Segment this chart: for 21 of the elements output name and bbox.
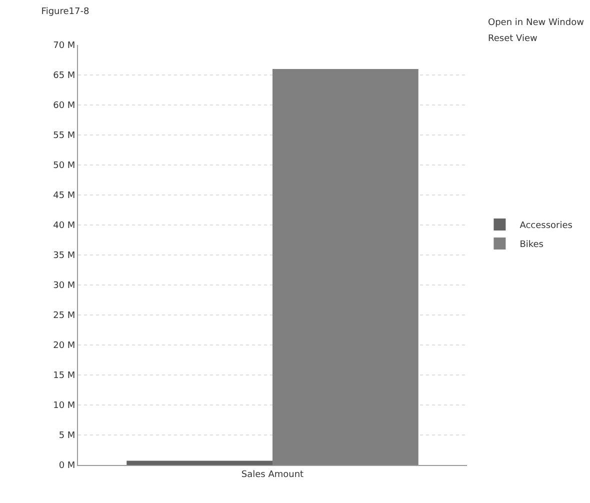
y-tick-label: 50 M (53, 161, 76, 172)
legend-label: Bikes (520, 240, 544, 250)
y-tick-label: 70 M (53, 41, 76, 52)
y-tick-label: 5 M (58, 431, 76, 442)
text: Reset View (488, 34, 538, 44)
y-tick-label: 55 M (53, 131, 76, 142)
y-tick-label: 30 M (53, 281, 76, 292)
y-tick-label: 10 M (53, 401, 76, 412)
y-tick-label: 35 M (53, 251, 76, 262)
legend-label: Accessories (520, 221, 573, 232)
y-tick-label: 0 M (58, 461, 76, 472)
y-tick-label: 15 M (53, 371, 76, 382)
x-tick-label: Sales Amount (241, 470, 304, 480)
text: Open in New Window (488, 18, 584, 28)
chart-title: Figure17-8 (41, 6, 90, 17)
y-tick-label: 65 M (53, 71, 76, 82)
y-tick-label: 60 M (53, 101, 76, 112)
y-tick-label: 40 M (53, 221, 76, 232)
y-tick-label: 20 M (53, 341, 76, 352)
y-tick-label: 25 M (53, 311, 76, 322)
y-tick-label: 45 M (53, 191, 76, 202)
